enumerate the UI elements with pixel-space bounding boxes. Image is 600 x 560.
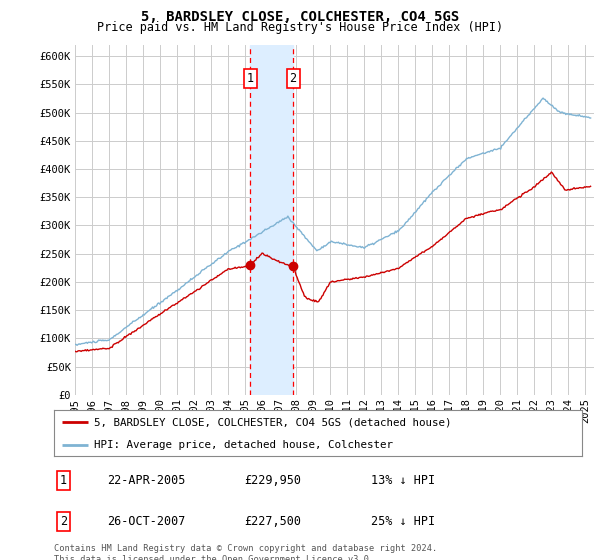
Text: 22-APR-2005: 22-APR-2005 xyxy=(107,474,185,487)
Text: £229,950: £229,950 xyxy=(244,474,301,487)
Text: 26-OCT-2007: 26-OCT-2007 xyxy=(107,515,185,528)
Text: 1: 1 xyxy=(60,474,67,487)
Text: £227,500: £227,500 xyxy=(244,515,301,528)
Text: Contains HM Land Registry data © Crown copyright and database right 2024.
This d: Contains HM Land Registry data © Crown c… xyxy=(54,544,437,560)
Text: 2: 2 xyxy=(290,72,297,85)
Text: Price paid vs. HM Land Registry's House Price Index (HPI): Price paid vs. HM Land Registry's House … xyxy=(97,21,503,34)
Text: 5, BARDSLEY CLOSE, COLCHESTER, CO4 5GS (detached house): 5, BARDSLEY CLOSE, COLCHESTER, CO4 5GS (… xyxy=(94,417,451,427)
Text: HPI: Average price, detached house, Colchester: HPI: Average price, detached house, Colc… xyxy=(94,440,392,450)
Text: 13% ↓ HPI: 13% ↓ HPI xyxy=(371,474,435,487)
Text: 2: 2 xyxy=(60,515,67,528)
Text: 25% ↓ HPI: 25% ↓ HPI xyxy=(371,515,435,528)
Text: 1: 1 xyxy=(247,72,254,85)
Text: 5, BARDSLEY CLOSE, COLCHESTER, CO4 5GS: 5, BARDSLEY CLOSE, COLCHESTER, CO4 5GS xyxy=(141,10,459,24)
Bar xyxy=(250,45,293,395)
